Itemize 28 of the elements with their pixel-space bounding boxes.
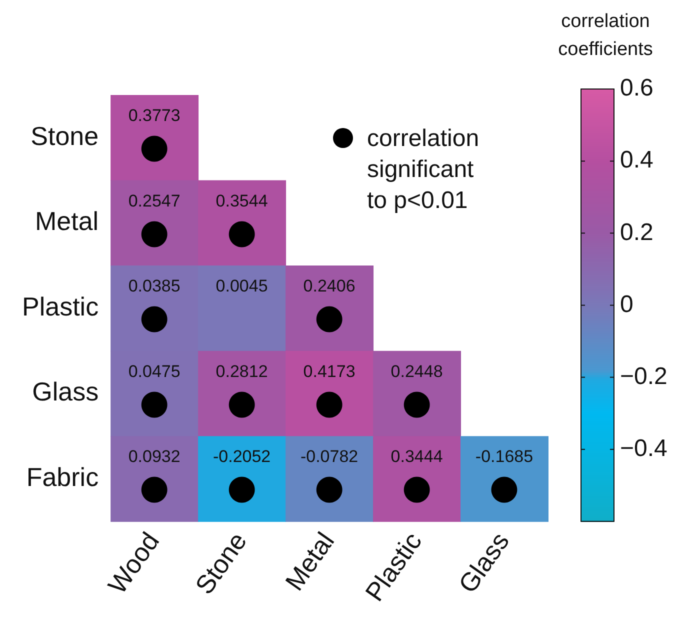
data-label: 0.2547 ● xyxy=(128,191,180,252)
y-tick-label: Fabric xyxy=(26,462,99,492)
color-bar-label: 0.2 xyxy=(620,218,654,246)
y-tick-label: Plastic xyxy=(22,291,99,322)
data-label: 0.0475 ● xyxy=(128,362,180,422)
y-tick-label: Stone xyxy=(30,120,99,151)
color-bar-label: 0.4 xyxy=(620,146,654,174)
data-label: 0.0385 ● xyxy=(128,276,180,338)
data-label: 0.2406 ● xyxy=(303,276,356,338)
data-label: 0.3773 ● xyxy=(128,106,180,167)
color-bar-label: −0.4 xyxy=(620,434,668,462)
y-tick-label: Glass xyxy=(32,376,99,407)
color-bar-label: 0 xyxy=(620,290,634,318)
data-label: -0.1685 ● xyxy=(475,447,534,508)
data-label: 0.2448 ● xyxy=(390,362,443,422)
data-label: 0.0932 ● xyxy=(128,447,180,508)
y-tick-label: Metal xyxy=(35,206,99,236)
data-label: -0.0782 ● xyxy=(300,447,358,508)
annotation: correlation significant to p<0.01 xyxy=(367,124,480,216)
color-bar-label: −0.2 xyxy=(620,362,668,390)
data-label: 0.4173 ● xyxy=(303,362,356,422)
color-bar-title: correlation coefficients xyxy=(558,11,653,60)
data-label: 0.3444 ● xyxy=(390,447,443,508)
color-bar-label: 0.6 xyxy=(620,74,654,102)
data-label: -0.2052 ● xyxy=(212,447,271,508)
data-label: 0.0045 xyxy=(216,276,268,296)
data-label: 0.3544 ● xyxy=(216,191,268,252)
data-label: 0.2812 ● xyxy=(216,362,268,422)
